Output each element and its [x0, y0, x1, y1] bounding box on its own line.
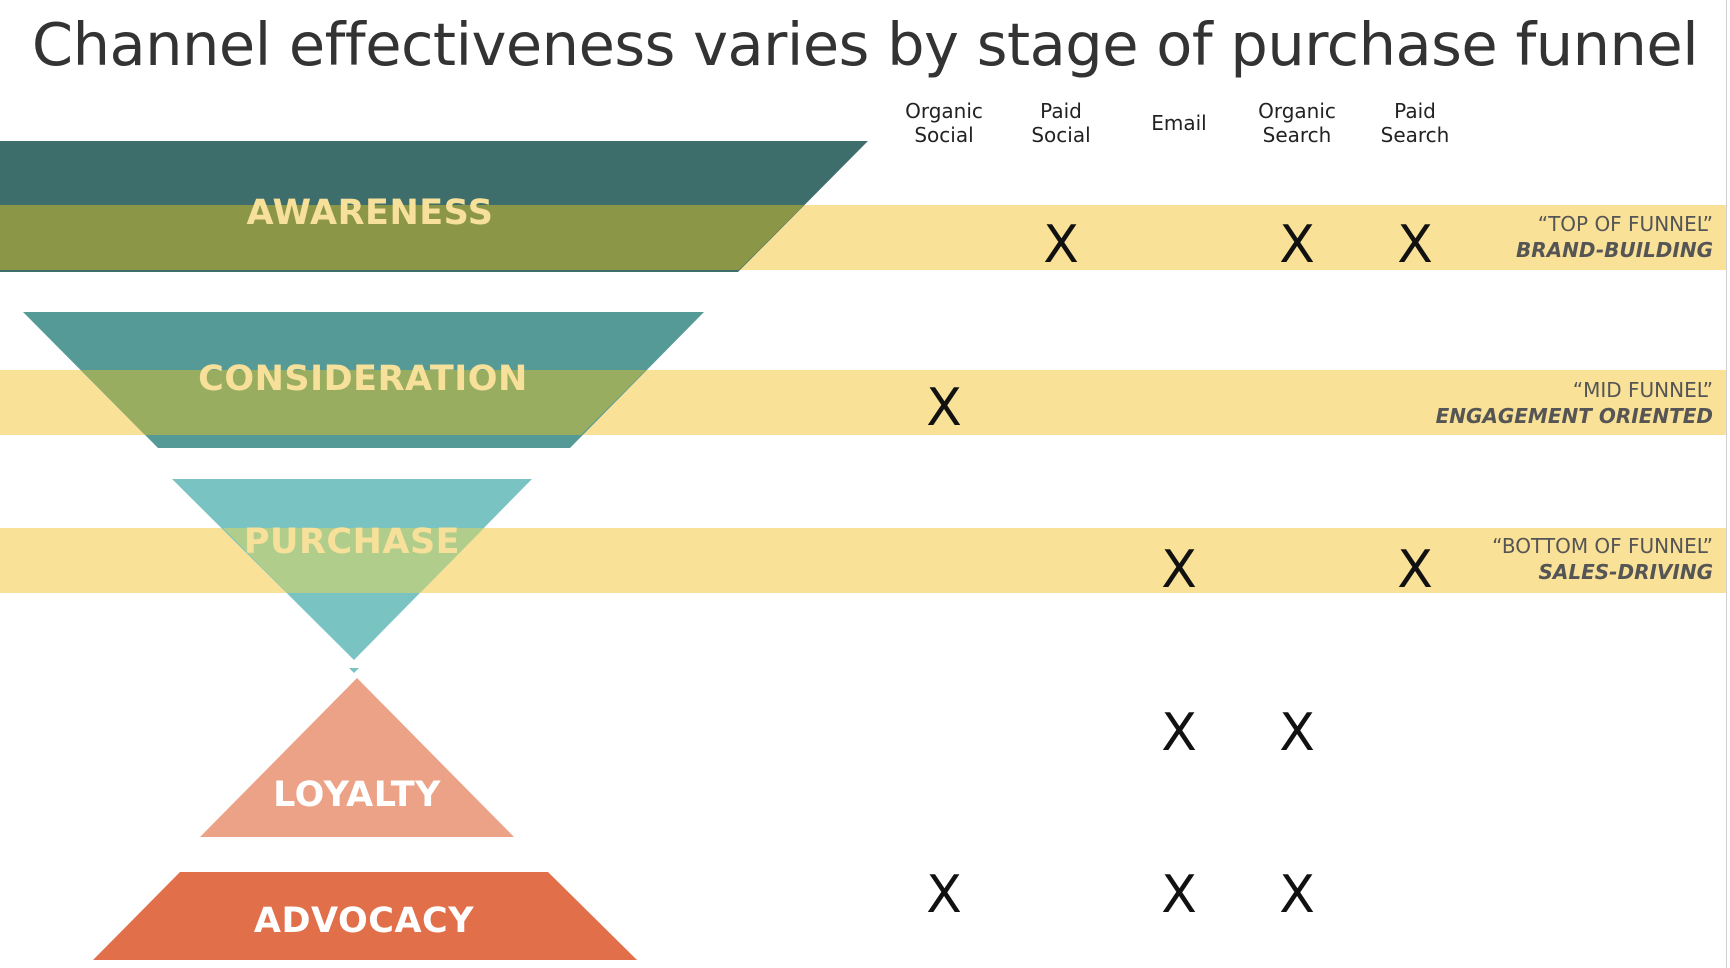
page-edge-line [1726, 0, 1727, 968]
funnel-overlap-awareness [0, 205, 804, 270]
column-header-line: Organic [905, 99, 983, 123]
funnel-overlap-consideration [81, 370, 646, 435]
funnel-tip [349, 668, 359, 673]
channel-mark: X [1161, 865, 1197, 925]
funnel-shape-loyalty [200, 678, 514, 837]
stage-label-loyalty: LOYALTY [273, 775, 441, 815]
note-quote: “MID FUNNEL” [1572, 378, 1713, 402]
channel-mark: X [926, 378, 962, 438]
stage-label-purchase: PURCHASE [244, 522, 460, 562]
funnel-shape-advocacy [93, 872, 637, 960]
note-quote: “BOTTOM OF FUNNEL” [1492, 534, 1713, 558]
column-header-line: Paid [1394, 99, 1436, 123]
note-description: ENGAGEMENT ORIENTED [1435, 404, 1713, 428]
column-header-line: Search [1262, 123, 1332, 147]
channel-mark: X [1397, 215, 1433, 275]
funnel-note-top: “TOP OF FUNNEL” BRAND-BUILDING [1516, 211, 1713, 263]
column-header-line: Search [1380, 123, 1450, 147]
note-quote: “TOP OF FUNNEL” [1537, 212, 1713, 236]
column-header-line: Email [1151, 111, 1207, 135]
channel-mark: X [1279, 703, 1315, 763]
channel-mark: X [1397, 540, 1433, 600]
channel-mark: X [1279, 865, 1315, 925]
column-header-line: Organic [1258, 99, 1336, 123]
page-title: Channel effectiveness varies by stage of… [31, 10, 1699, 79]
column-header-line: Social [914, 123, 974, 147]
stage-label-advocacy: ADVOCACY [254, 901, 474, 941]
column-header-paid-search: Paid Search [1350, 99, 1480, 147]
stage-label-awareness: AWARENESS [246, 193, 493, 233]
column-header-organic-search: Organic Search [1232, 99, 1362, 147]
channel-mark: X [926, 865, 962, 925]
note-description: BRAND-BUILDING [1515, 238, 1713, 262]
stage-label-consideration: CONSIDERATION [198, 359, 528, 399]
funnel-note-bottom: “BOTTOM OF FUNNEL” SALES-DRIVING [1492, 533, 1713, 585]
channel-mark: X [1161, 703, 1197, 763]
funnel-overlap-purchase [223, 528, 484, 593]
channel-mark: X [1043, 215, 1079, 275]
column-header-paid-social: Paid Social [996, 99, 1126, 147]
channel-mark: X [1161, 540, 1197, 600]
column-header-email: Email [1114, 111, 1244, 135]
column-header-line: Paid [1040, 99, 1082, 123]
funnel-note-mid: “MID FUNNEL” ENGAGEMENT ORIENTED [1436, 377, 1713, 429]
channel-mark: X [1279, 215, 1315, 275]
column-header-line: Social [1031, 123, 1091, 147]
column-header-organic-social: Organic Social [879, 99, 1009, 147]
note-description: SALES-DRIVING [1538, 560, 1713, 584]
